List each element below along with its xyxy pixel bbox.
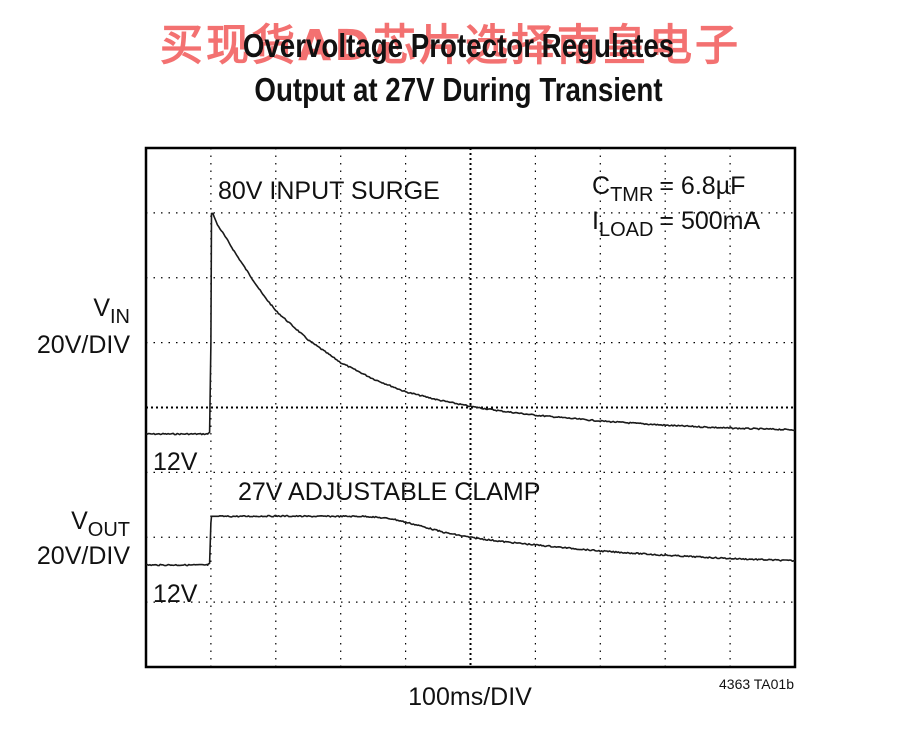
watermark-text: 买现货AD芯片选择南皇电子 bbox=[160, 21, 741, 71]
ctmr-subscript: TMR bbox=[610, 184, 653, 206]
ctmr-symbol: C bbox=[592, 172, 610, 200]
vin-scale-label: 20V/DIV bbox=[37, 331, 130, 359]
vin-subscript: IN bbox=[110, 306, 130, 328]
iload-value: = 500mA bbox=[659, 207, 760, 235]
plot-frame bbox=[144, 146, 797, 669]
chart-title: Overvoltage Protector Regulates Output a… bbox=[73, 24, 843, 112]
vin-symbol: V bbox=[93, 294, 110, 322]
chart-title-line-2: Output at 27V During Transient bbox=[254, 71, 663, 108]
ctmr-value: = 6.8µF bbox=[659, 172, 745, 200]
plot-grid bbox=[146, 148, 795, 667]
annotation-vout-event: 27V ADJUSTABLE CLAMP bbox=[238, 478, 540, 506]
plot-traces bbox=[145, 212, 796, 567]
chart-title-line-1: Overvoltage Protector Regulates bbox=[242, 27, 675, 64]
iload-subscript: LOAD bbox=[599, 219, 653, 241]
vout-trace bbox=[146, 514, 795, 567]
vin-trace bbox=[145, 212, 796, 436]
annotation-iload: ILOAD = 500mA bbox=[592, 207, 761, 241]
annotation-vin-event: 80V INPUT SURGE bbox=[218, 177, 440, 205]
figure-id: 4363 TA01b bbox=[719, 676, 794, 692]
vout-scale-label: 20V/DIV bbox=[37, 542, 130, 570]
vout-baseline-label: 12V bbox=[153, 580, 198, 608]
vin-channel-label: VIN bbox=[93, 294, 130, 328]
vin-baseline-label: 12V bbox=[153, 448, 198, 476]
x-scale-label: 100ms/DIV bbox=[408, 683, 532, 711]
vout-subscript: OUT bbox=[88, 519, 130, 541]
iload-symbol: I bbox=[592, 207, 599, 235]
vout-symbol: V bbox=[71, 507, 88, 535]
vout-channel-label: VOUT bbox=[71, 507, 130, 541]
annotation-ctmr: CTMR = 6.8µF bbox=[592, 172, 745, 206]
